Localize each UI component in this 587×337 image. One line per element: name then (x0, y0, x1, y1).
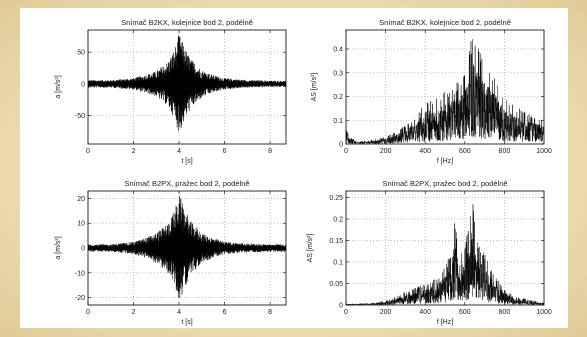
chart-2: 0 200 400 600 800 1000 0.4 0.3 0.2 0.1 0 Snímač B2K… (311, 18, 552, 165)
y-tick-label: 0.2 (333, 94, 343, 101)
y-tick-label: 0 (339, 142, 343, 149)
y-tick-label: 0.05 (329, 281, 343, 288)
y-tick-label: 0.15 (329, 238, 343, 245)
y-tick-label: 50 (77, 50, 85, 57)
chart-title: Snímač B2PX, pražec bod 2, podélně (382, 179, 507, 188)
y-axis-label: a [m/s²] (55, 75, 62, 98)
y-tick-label: 0.2 (333, 216, 343, 223)
x-tick-label: 400 (419, 148, 431, 155)
spectrum-trace (346, 39, 544, 144)
chart-4: 0 200 400 600 800 1000 0.25 0.2 0.15 0.1 0.05 0 Sním… (307, 179, 552, 326)
x-tick-label: 4 (177, 148, 181, 155)
chart-title: Snímač B2KX, kolejnice bod 2, podélně (121, 18, 253, 27)
x-tick-label: 1000 (536, 309, 552, 316)
chart-title: Snímač B2KX, kolejnice bod 2, podélně (379, 18, 511, 27)
y-tick-label: 0.4 (333, 47, 343, 54)
y-tick-label: 0 (81, 246, 85, 253)
x-tick-label: 600 (459, 148, 471, 155)
signal-trace (88, 35, 286, 131)
y-axis-label: AS [m/s²] (311, 73, 318, 102)
chart-title: Snímač B2PX, pražec bod 2, podélně (124, 179, 249, 188)
x-tick-label: 1000 (536, 148, 552, 155)
x-tick-label: 600 (459, 309, 471, 316)
x-tick-label: 2 (132, 148, 136, 155)
x-tick-label: 400 (419, 309, 431, 316)
y-tick-label: 0 (339, 303, 343, 310)
figure-svg: 0 2 4 6 8 50 0 -50 Snímač B2KX, kolejnice bod 2,… (55, 18, 552, 326)
figure-panel: 0 2 4 6 8 50 0 -50 Snímač B2KX, kolejnice bod 2,… (20, 8, 568, 328)
x-axis-label: f [Hz] (437, 158, 453, 165)
x-tick-label: 0 (344, 148, 348, 155)
y-tick-label: -20 (75, 295, 85, 302)
y-tick-label: -50 (75, 113, 85, 120)
x-axis-label: t [s] (181, 319, 192, 326)
x-tick-label: 8 (268, 148, 272, 155)
x-axis-label: f [Hz] (437, 319, 453, 326)
x-axis-label: t [s] (181, 158, 192, 165)
y-tick-label: -10 (75, 270, 85, 277)
x-tick-label: 0 (344, 309, 348, 316)
y-tick-label: 10 (77, 221, 85, 228)
spectrum-trace (346, 204, 544, 305)
y-tick-label: 0.1 (333, 118, 343, 125)
x-tick-label: 200 (380, 148, 392, 155)
y-tick-label: 0.25 (329, 195, 343, 202)
axes-frame (87, 29, 287, 145)
chart-3: 0 2 4 6 8 20 10 0 -10 -20 Snímač B2PX, pražec bod … (55, 179, 287, 326)
x-tick-label: 2 (132, 309, 136, 316)
x-tick-label: 8 (268, 309, 272, 316)
y-tick-label: 0.1 (333, 259, 343, 266)
signal-trace (88, 196, 286, 299)
y-tick-label: 0 (81, 81, 85, 88)
y-axis-label: AS [m/s²] (307, 234, 314, 263)
x-tick-label: 800 (499, 309, 511, 316)
y-axis-label: a [m/s²] (55, 236, 62, 259)
x-tick-label: 800 (499, 148, 511, 155)
x-tick-label: 0 (86, 309, 90, 316)
x-tick-label: 4 (177, 309, 181, 316)
y-tick-label: 20 (77, 196, 85, 203)
x-tick-label: 200 (380, 309, 392, 316)
chart-1: 0 2 4 6 8 50 0 -50 Snímač B2KX, kolejnice bod 2,… (55, 18, 287, 165)
x-tick-label: 6 (223, 309, 227, 316)
y-tick-label: 0.3 (333, 70, 343, 77)
x-tick-label: 6 (223, 148, 227, 155)
axes-frame (345, 29, 545, 145)
x-tick-label: 0 (86, 148, 90, 155)
axes-frame (345, 190, 545, 306)
